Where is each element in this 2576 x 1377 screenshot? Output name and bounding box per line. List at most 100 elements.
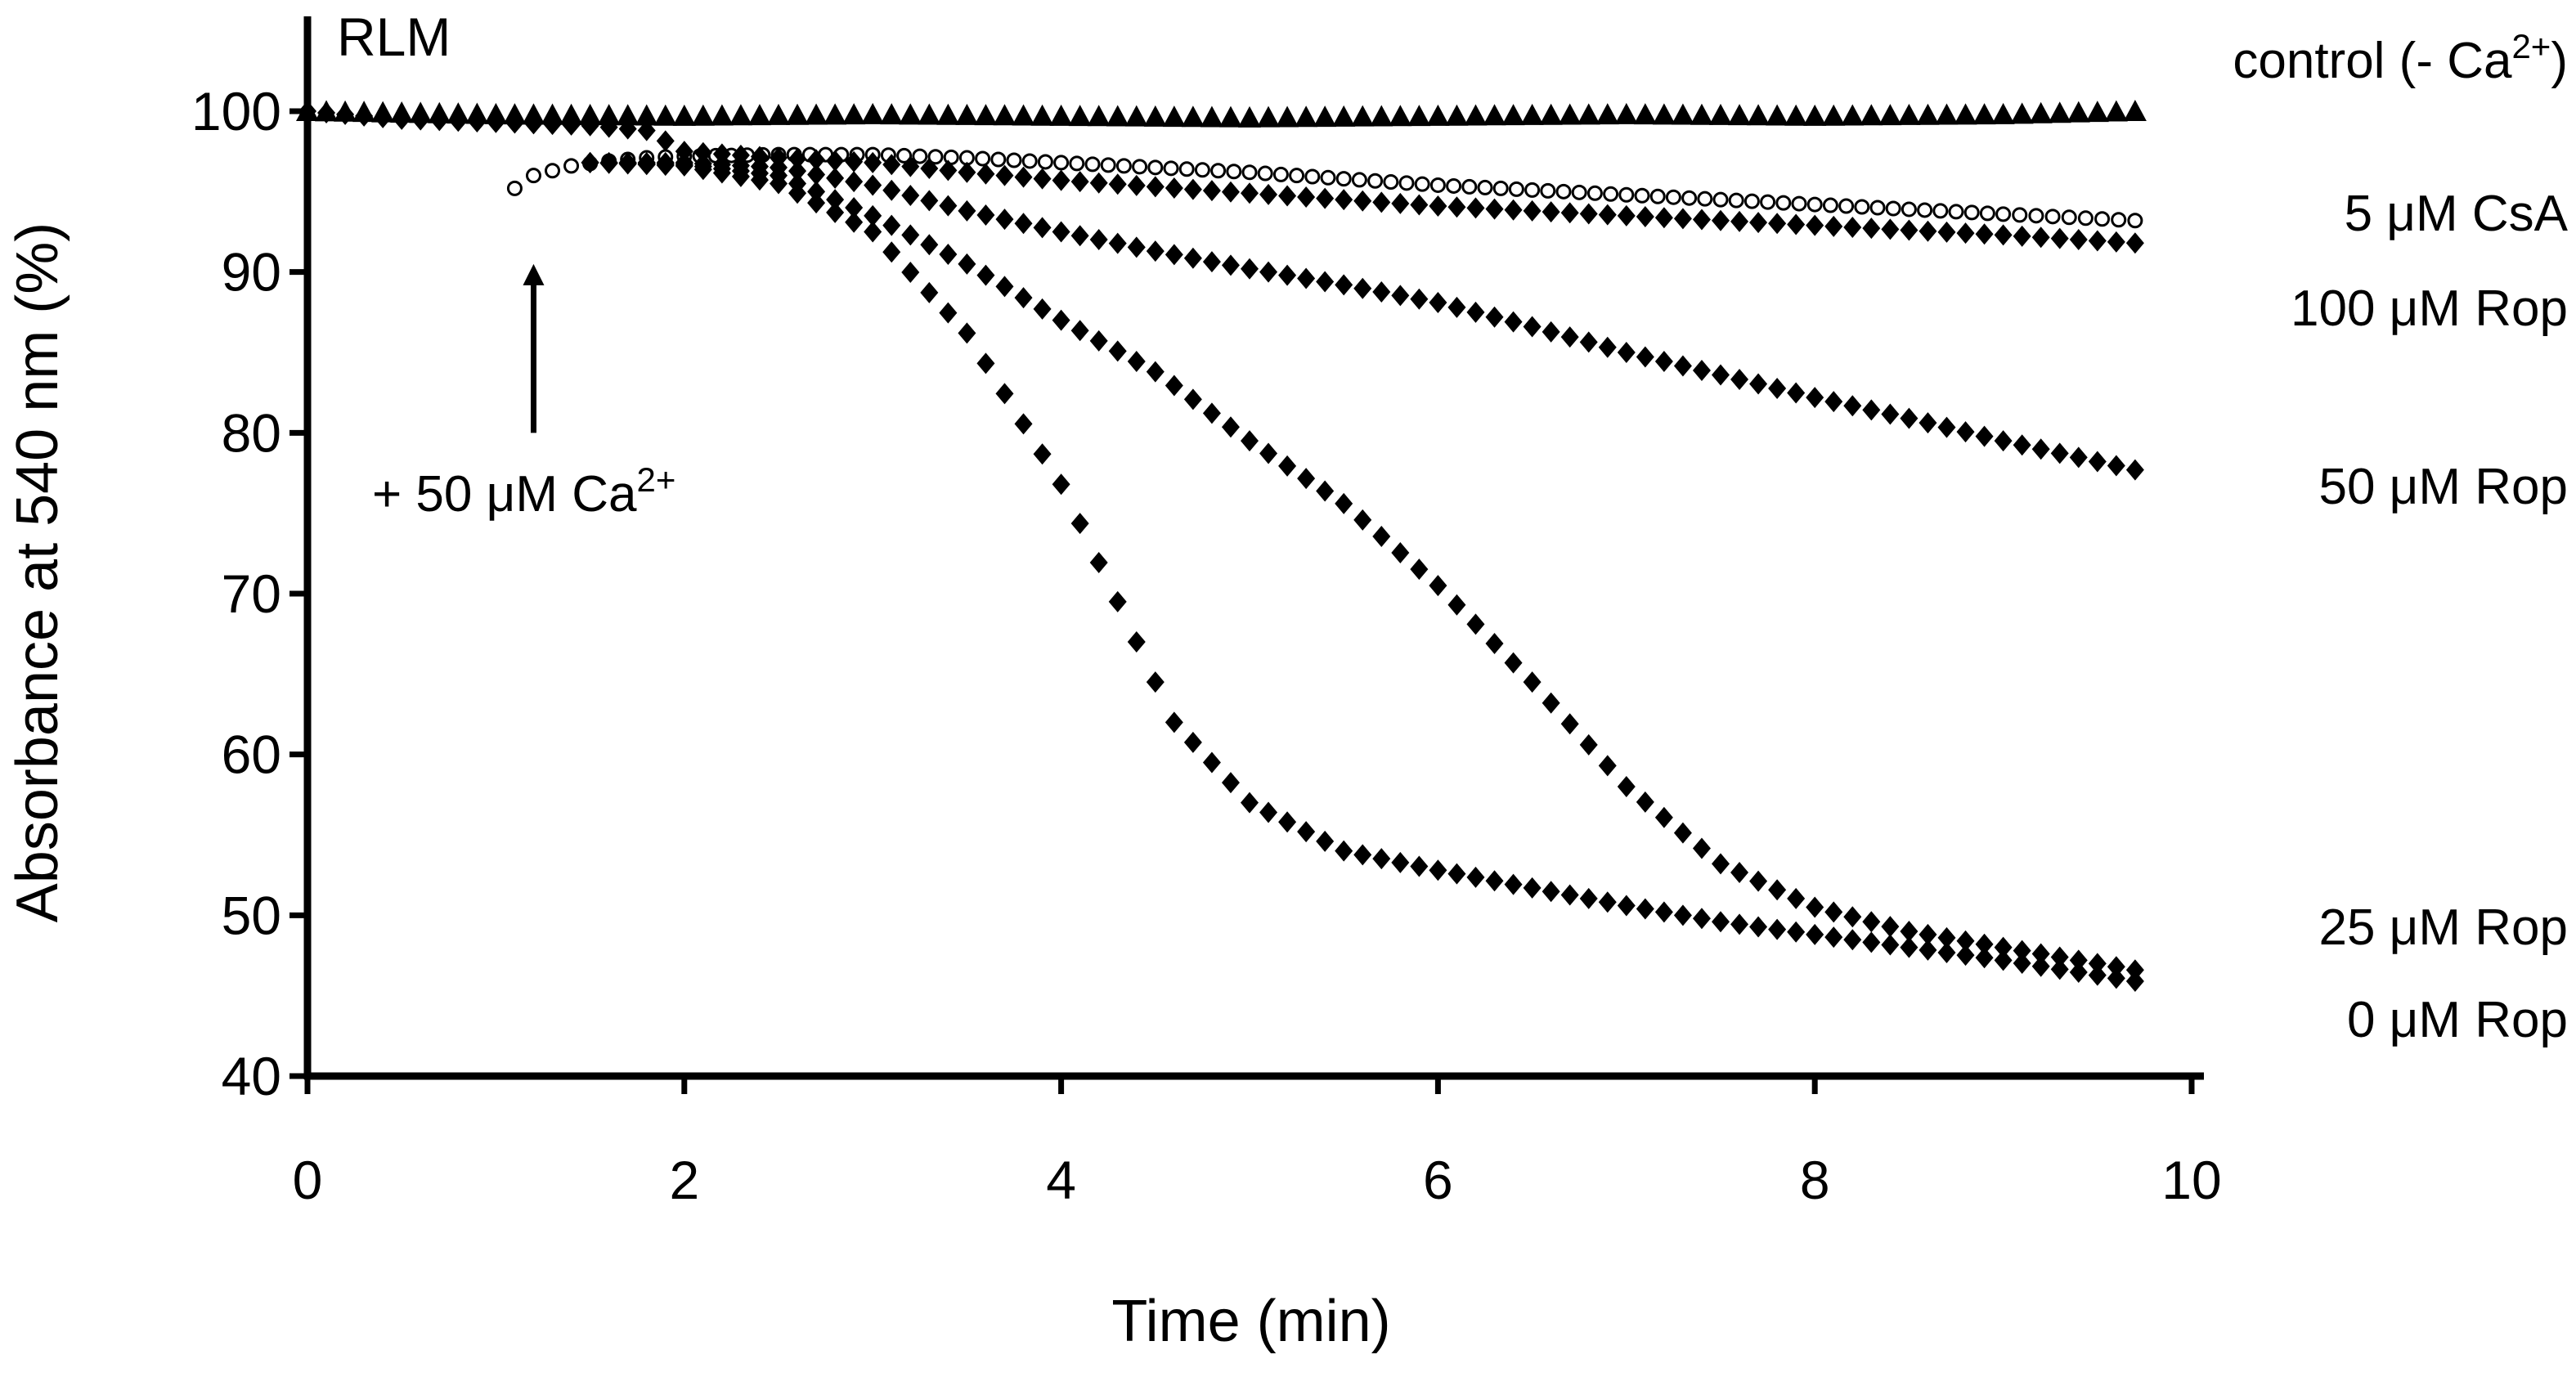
data-point-control [1313, 105, 1337, 128]
data-point-csa [2012, 207, 2028, 223]
data-point-rop25 [2013, 940, 2031, 962]
data-point-rop100 [524, 113, 543, 135]
data-point-rop100 [1089, 172, 1108, 194]
data-point-control [1012, 104, 1035, 126]
data-point-rop0 [882, 241, 901, 263]
data-point-control [974, 104, 998, 126]
data-point-control [2067, 101, 2090, 123]
data-point-rop100 [411, 109, 430, 131]
series-label-rop0: 0 μM Rop [2347, 992, 2568, 1048]
control-label-sup: 2+ [2511, 27, 2551, 65]
data-point-rop0 [976, 352, 995, 375]
data-point-control [616, 104, 640, 126]
data-point-rop100 [393, 108, 411, 130]
data-point-rop0 [939, 302, 958, 324]
data-point-control [1539, 103, 1563, 125]
data-point-csa [2127, 213, 2143, 229]
data-point-rop0 [1447, 863, 1466, 885]
data-point-rop100 [1749, 212, 1768, 234]
data-point-rop25 [976, 264, 995, 286]
data-point-rop25 [1033, 298, 1052, 320]
control-label-end: ) [2551, 33, 2568, 89]
series-rop25 [581, 151, 2144, 981]
data-point-rop100 [2031, 227, 2050, 249]
data-point-rop0 [920, 281, 939, 303]
data-point-rop100 [1654, 207, 1673, 229]
data-point-rop0 [599, 152, 618, 174]
data-point-csa [1760, 194, 1776, 210]
data-point-control [861, 102, 885, 124]
data-point-control [1501, 104, 1525, 126]
data-point-rop50 [1202, 251, 1221, 273]
data-point-rop100 [1900, 219, 1919, 241]
data-point-rop50 [1108, 232, 1127, 254]
data-point-control [1370, 105, 1393, 127]
data-point-rop0 [845, 211, 864, 233]
data-point-rop25 [1316, 480, 1335, 502]
data-point-rop100 [1862, 218, 1881, 240]
data-point-rop100 [317, 101, 336, 123]
data-point-csa [1053, 155, 1070, 171]
data-point-control [899, 103, 922, 125]
data-point-rop100 [1372, 191, 1391, 213]
data-point-rop100 [1391, 192, 1410, 214]
data-point-rop50 [1730, 369, 1749, 391]
data-point-control [1426, 104, 1450, 126]
data-point-rop50 [1089, 228, 1108, 250]
data-point-csa [1351, 172, 1367, 188]
data-point-rop100 [1768, 213, 1787, 235]
data-point-rop100 [1466, 197, 1485, 219]
data-point-control [918, 103, 941, 125]
data-point-control [747, 104, 771, 126]
data-point-rop100 [1673, 208, 1692, 230]
data-point-csa [2061, 209, 2077, 226]
data-point-rop50 [1183, 247, 1202, 269]
data-point-rop0 [1429, 859, 1447, 881]
data-point-rop50 [1447, 296, 1466, 318]
data-point-rop25 [920, 234, 939, 256]
data-point-rop100 [920, 158, 939, 180]
data-point-csa [1383, 174, 1399, 191]
data-point-rop25 [2125, 959, 2144, 981]
y-tick-label: 70 [222, 563, 281, 624]
data-point-rop100 [1730, 210, 1749, 232]
data-point-rop0 [1900, 936, 1919, 958]
data-point-csa [1697, 191, 1713, 207]
data-point-control [1577, 103, 1600, 125]
data-point-rop0 [1504, 873, 1523, 895]
data-point-rop50 [1504, 311, 1523, 333]
data-point-rop100 [1183, 178, 1202, 200]
data-point-rop0 [1391, 851, 1410, 873]
data-point-rop25 [1335, 492, 1353, 514]
data-point-rop0 [1843, 929, 1862, 951]
data-point-rop0 [1542, 881, 1560, 903]
x-tick-labels: 0 2 4 6 8 10 [293, 1150, 2222, 1210]
data-point-csa [1979, 205, 1995, 222]
data-point-control [1445, 104, 1469, 126]
data-point-rop50 [882, 179, 901, 201]
data-point-rop50 [1146, 240, 1165, 262]
data-point-control [729, 104, 752, 126]
data-point-csa [2111, 212, 2127, 228]
data-point-csa [1665, 189, 1681, 205]
data-point-rop0 [958, 322, 976, 344]
data-point-csa [1492, 180, 1509, 196]
data-point-rop25 [1391, 542, 1410, 564]
data-point-rop50 [788, 160, 807, 182]
data-point-rop50 [1523, 316, 1542, 338]
data-point-rop50 [845, 171, 864, 193]
data-point-csa [1885, 200, 1901, 217]
panel-label: RLM [337, 7, 451, 67]
data-point-rop0 [1183, 731, 1202, 753]
data-point-csa [2094, 211, 2111, 227]
data-point-rop25 [1447, 594, 1466, 616]
data-point-csa [896, 147, 913, 164]
data-point-rop100 [487, 111, 505, 133]
data-point-control [805, 103, 828, 125]
data-point-rop50 [1617, 342, 1636, 363]
y-tick-label: 100 [191, 81, 281, 141]
data-point-control [880, 103, 904, 125]
data-point-csa [1854, 199, 1870, 215]
data-point-rop25 [1089, 330, 1108, 352]
data-point-rop25 [1523, 671, 1542, 693]
